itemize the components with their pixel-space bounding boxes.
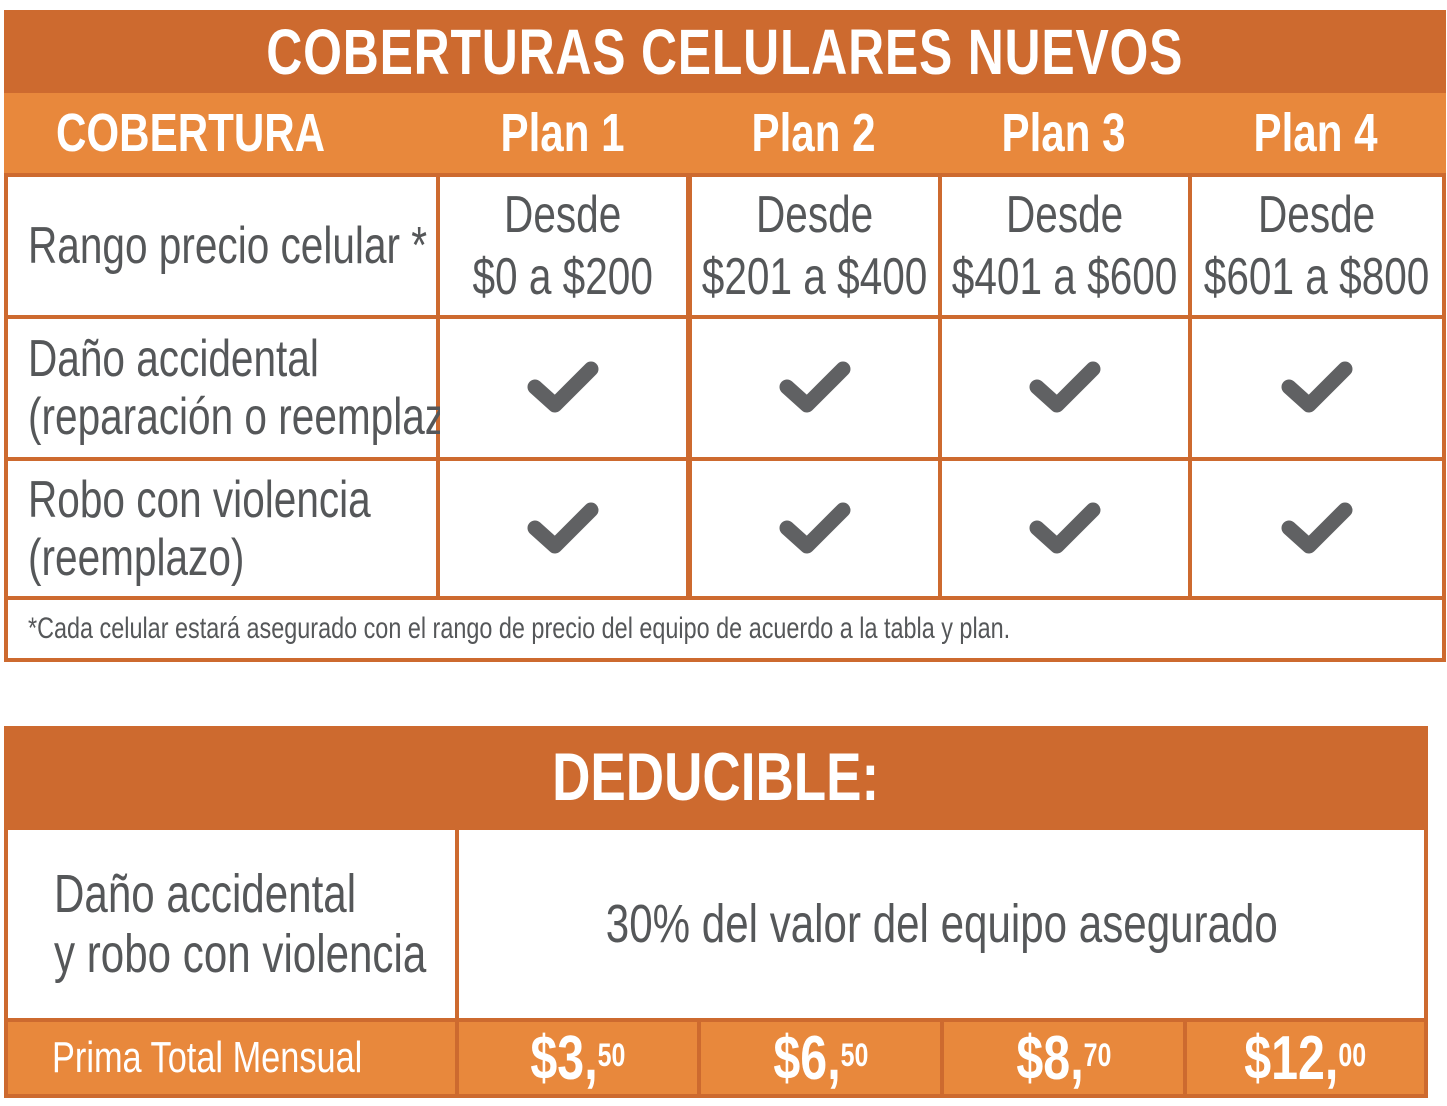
- price-range-plan-4-text: Desde $601 a $800: [1204, 184, 1430, 308]
- header-plan-3-label: Plan 3: [1001, 103, 1127, 163]
- header-plan-4-label: Plan 4: [1253, 103, 1379, 163]
- accidental-damage-plan-4: [1192, 319, 1442, 457]
- header-plan-1: Plan 1: [438, 93, 688, 173]
- checkmark-icon: [527, 502, 599, 553]
- checkmark-icon: [779, 361, 851, 413]
- theft-plan-3: [942, 461, 1188, 596]
- premium-row: Prima Total Mensual $3,50 $6,50 $8,70 $1…: [4, 1022, 1428, 1094]
- price-range-plan-3: Desde $401 a $600: [942, 177, 1188, 315]
- deductible-value-text: 30% del valor del equipo asegurado: [605, 894, 1278, 954]
- deductible-label-text: Daño accidental y robo con violencia: [54, 864, 426, 984]
- price-range-plan-4-line2: $601 a $800: [1204, 248, 1430, 306]
- deductible-label-line1: Daño accidental: [54, 864, 357, 924]
- price-range-plan-1: Desde $0 a $200: [440, 177, 686, 315]
- coverage-table: COBERTURAS CELULARES NUEVOS COBERTURA Pl…: [4, 10, 1446, 662]
- row-price-range-text: Rango precio celular *: [28, 217, 428, 275]
- row-accidental-damage-line2: (reparación o reemplazo): [28, 388, 482, 446]
- coverage-table-title-bar: COBERTURAS CELULARES NUEVOS: [4, 10, 1446, 93]
- premium-plan-3-main: $8,: [1015, 1023, 1084, 1093]
- theft-plan-1: [440, 461, 686, 596]
- header-coverage: COBERTURA: [4, 93, 490, 173]
- premium-plan-4-cents: 00: [1338, 1037, 1367, 1074]
- premium-plan-2-amount: $6,50: [773, 1023, 868, 1094]
- price-range-plan-1-text: Desde $0 a $200: [473, 184, 653, 308]
- header-plan-4: Plan 4: [1190, 93, 1442, 173]
- row-theft-line2: (reemplazo): [28, 528, 245, 587]
- premium-plan-4-main: $12,: [1244, 1023, 1339, 1093]
- price-range-plan-1-line2: $0 a $200: [472, 248, 654, 306]
- coverage-footnote: *Cada celular estará asegurado con el ra…: [8, 600, 1442, 658]
- checkmark-icon: [1281, 361, 1353, 413]
- premium-label: Prima Total Mensual: [8, 1022, 455, 1094]
- premium-plan-3-amount: $8,70: [1016, 1023, 1111, 1094]
- premium-plan-2-cents: 50: [840, 1037, 868, 1074]
- premium-plan-2-main: $6,: [772, 1023, 841, 1093]
- premium-plan-2: $6,50: [701, 1022, 940, 1094]
- header-plan-1-label: Plan 1: [500, 103, 626, 163]
- premium-plan-4: $12,00: [1187, 1022, 1424, 1094]
- premium-plan-4-amount: $12,00: [1245, 1023, 1367, 1094]
- row-price-range-label: Rango precio celular *: [8, 177, 436, 315]
- premium-plan-1-cents: 50: [597, 1037, 626, 1074]
- row-theft-label: Robo con violencia (reemplazo): [8, 461, 436, 596]
- price-range-plan-2-line2: $201 a $400: [702, 248, 928, 306]
- row-accidental-damage-label: Daño accidental (reparación o reemplazo): [8, 319, 481, 457]
- accidental-damage-plan-1: [440, 319, 686, 457]
- accidental-damage-plan-3: [942, 319, 1188, 457]
- checkmark-icon: [1029, 502, 1101, 553]
- checkmark-icon: [527, 361, 599, 413]
- price-range-plan-3-line1: Desde: [1006, 186, 1124, 244]
- theft-plan-4: [1192, 461, 1442, 596]
- deductible-value: 30% del valor del equipo asegurado: [459, 830, 1424, 1018]
- deductible-title: DEDUCIBLE:: [552, 739, 880, 815]
- header-plan-2: Plan 2: [690, 93, 938, 173]
- premium-plan-1-amount: $3,50: [530, 1023, 625, 1094]
- row-accidental-damage-text: Daño accidental (reparación o reemplazo): [28, 330, 481, 446]
- premium-plan-1: $3,50: [459, 1022, 697, 1094]
- price-range-plan-4: Desde $601 a $800: [1192, 177, 1442, 315]
- premium-label-text: Prima Total Mensual: [52, 1033, 363, 1082]
- checkmark-icon: [1029, 361, 1101, 413]
- price-range-plan-2: Desde $201 a $400: [692, 177, 938, 315]
- checkmark-icon: [779, 502, 851, 553]
- premium-plan-3-cents: 70: [1083, 1037, 1111, 1074]
- deductible-label: Daño accidental y robo con violencia: [8, 830, 455, 1018]
- price-range-plan-2-text: Desde $201 a $400: [702, 184, 928, 308]
- price-range-plan-1-line1: Desde: [504, 186, 622, 244]
- row-theft-line1: Robo con violencia: [28, 470, 371, 529]
- deductible-label-line2: y robo con violencia: [54, 924, 427, 984]
- header-plan-2-label: Plan 2: [751, 103, 877, 163]
- accidental-damage-plan-2: [692, 319, 938, 457]
- coverage-table-header-row: COBERTURA Plan 1 Plan 2 Plan 3 Plan 4: [4, 93, 1446, 173]
- coverage-footnote-text: *Cada celular estará asegurado con el ra…: [28, 612, 1011, 645]
- theft-plan-2: [692, 461, 938, 596]
- price-range-plan-3-line2: $401 a $600: [952, 248, 1178, 306]
- premium-plan-1-main: $3,: [530, 1023, 598, 1093]
- header-plan-3: Plan 3: [940, 93, 1188, 173]
- premium-plan-3: $8,70: [944, 1022, 1183, 1094]
- row-accidental-damage-line1: Daño accidental: [28, 330, 319, 388]
- price-range-plan-3-text: Desde $401 a $600: [952, 184, 1178, 308]
- coverage-table-title: COBERTURAS CELULARES NUEVOS: [266, 15, 1184, 88]
- checkmark-icon: [1281, 502, 1353, 553]
- deductible-table: DEDUCIBLE: Daño accidental y robo con vi…: [4, 726, 1428, 1098]
- header-coverage-label: COBERTURA: [56, 103, 326, 163]
- price-range-plan-4-line1: Desde: [1258, 186, 1376, 244]
- row-theft-text: Robo con violencia (reemplazo): [28, 471, 371, 587]
- price-range-plan-2-line1: Desde: [756, 186, 874, 244]
- deductible-title-bar: DEDUCIBLE:: [4, 726, 1428, 828]
